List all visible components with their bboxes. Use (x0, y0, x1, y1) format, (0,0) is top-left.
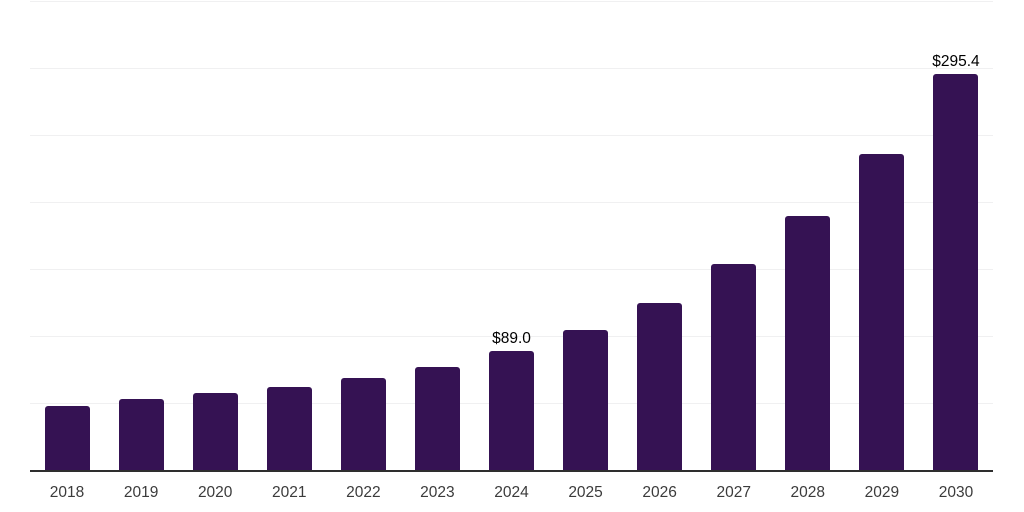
x-tick-label-2020: 2020 (197, 484, 233, 501)
bar-2020 (192, 392, 238, 470)
x-tick-label-2030: 2030 (938, 484, 974, 501)
bar-2026 (637, 303, 683, 470)
bar-2018 (44, 405, 90, 470)
bar-2021 (266, 386, 312, 470)
gridline-150 (30, 269, 993, 270)
x-tick-label-2026: 2026 (642, 484, 677, 501)
x-tick-label-2021: 2021 (272, 484, 307, 501)
bar-2024 (489, 350, 534, 470)
x-tick-label-2029: 2029 (864, 484, 900, 501)
x-tick-label-2027: 2027 (716, 484, 751, 501)
bar-2028 (785, 216, 831, 470)
bar-2022 (340, 378, 386, 470)
x-tick-label-2018: 2018 (49, 484, 85, 501)
gridline-300 (30, 68, 993, 69)
bar-2030 (933, 74, 979, 470)
x-axis-line (30, 470, 993, 472)
bar-2025 (563, 329, 609, 470)
gridline-350 (30, 1, 993, 2)
x-tick-label-2024: 2024 (494, 484, 529, 501)
gridline-200 (30, 202, 993, 203)
bar-2023 (414, 366, 460, 470)
x-tick-label-2022: 2022 (346, 484, 381, 501)
x-tick-label-2028: 2028 (790, 484, 826, 501)
bar-2027 (711, 264, 757, 470)
bar-2019 (118, 399, 164, 470)
x-tick-label-2025: 2025 (568, 484, 603, 501)
x-tick-label-2019: 2019 (123, 484, 159, 501)
gridline-250 (30, 135, 993, 136)
x-tick-label-2023: 2023 (420, 484, 455, 501)
value-label-2030: $295.4 (932, 53, 980, 71)
bar-2029 (859, 154, 905, 470)
value-label-2024: $89.0 (492, 329, 531, 347)
